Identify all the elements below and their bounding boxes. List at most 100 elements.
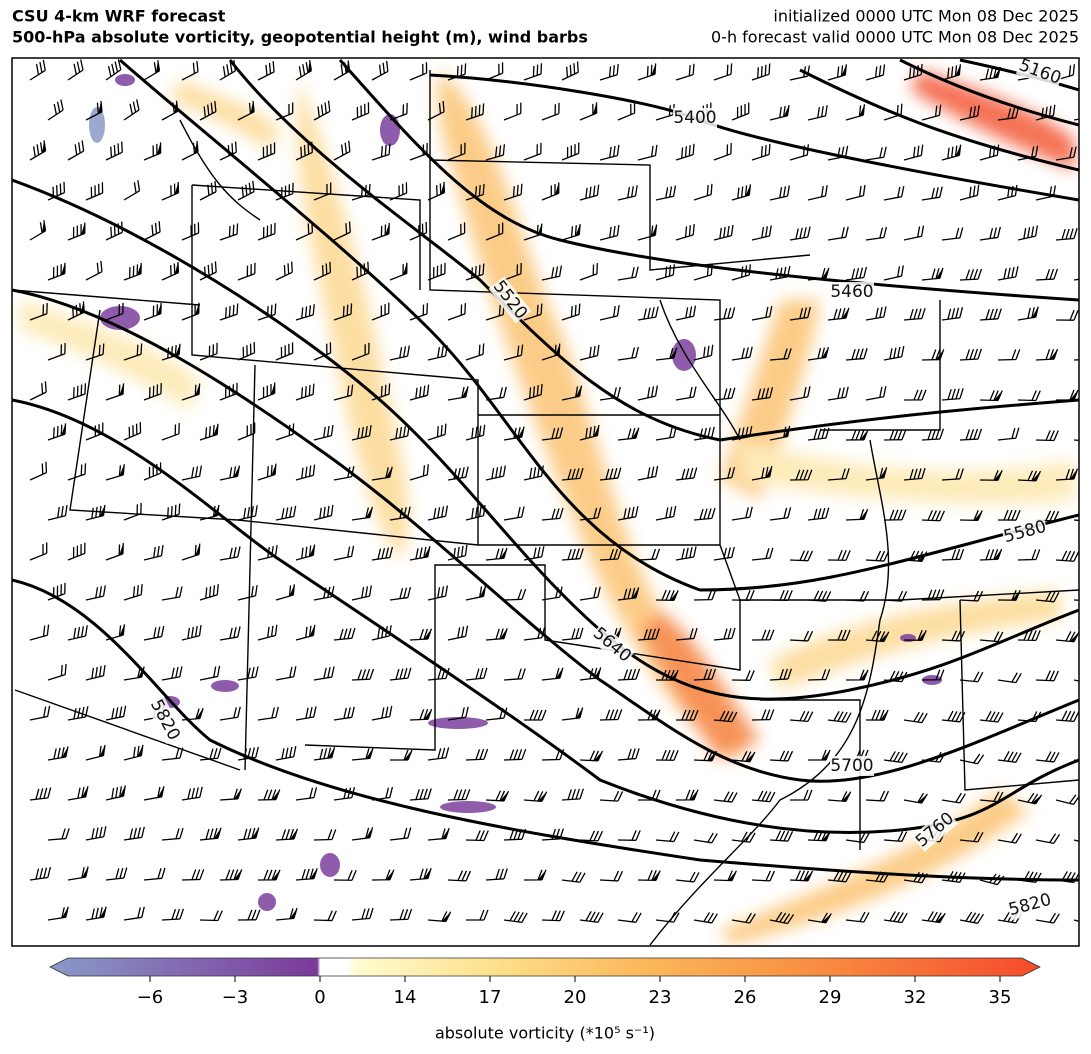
wind-barb xyxy=(237,180,255,201)
wind-barb xyxy=(295,464,316,481)
wind-barb xyxy=(579,507,602,521)
wind-barb-flag xyxy=(99,744,105,757)
wind-barb xyxy=(769,911,795,925)
wind-barb xyxy=(295,544,316,561)
wind-barb-flag xyxy=(194,141,199,154)
wind-barb xyxy=(1055,309,1079,321)
wind-barb xyxy=(29,866,52,881)
wind-barb xyxy=(389,908,413,921)
colorbar-tick-label: −6 xyxy=(137,987,164,1008)
wind-barb xyxy=(693,507,716,521)
wind-barb xyxy=(1017,629,1041,641)
wind-barb-flag xyxy=(1011,590,1021,601)
wind-barb xyxy=(389,827,412,841)
wind-barb xyxy=(675,386,697,401)
wind-barb xyxy=(751,387,774,401)
wind-barb xyxy=(275,102,294,121)
wind-barb xyxy=(865,709,889,721)
wind-barb xyxy=(561,871,586,883)
wind-barb xyxy=(181,786,203,801)
wind-barb xyxy=(523,303,543,321)
wind-barb xyxy=(199,665,221,681)
wind-barb xyxy=(579,750,604,762)
wind-barb xyxy=(883,185,905,201)
wind-barb xyxy=(789,630,814,642)
wind-barb xyxy=(807,830,831,842)
wind-barb xyxy=(845,184,866,201)
wind-barb-flag xyxy=(98,101,102,114)
wind-barb xyxy=(313,261,332,281)
contour-label-bg xyxy=(911,808,959,852)
wind-barb xyxy=(447,222,466,241)
wind-barb-flag xyxy=(499,791,509,801)
wind-barb xyxy=(997,509,1021,521)
wind-barb xyxy=(447,303,466,321)
wind-barb xyxy=(845,911,870,923)
wind-barb-flag xyxy=(440,181,445,195)
vorticity-shading xyxy=(20,70,1075,945)
wind-barb xyxy=(257,706,279,721)
wind-barb xyxy=(409,62,428,81)
wind-barb xyxy=(29,302,48,321)
wind-barb xyxy=(561,303,581,321)
wind-barb xyxy=(257,303,277,321)
wind-barb xyxy=(275,342,294,361)
wind-barb xyxy=(123,422,142,441)
wind-barb xyxy=(447,789,471,801)
wind-barb xyxy=(199,910,223,922)
wind-barb xyxy=(313,666,335,681)
wind-barb xyxy=(807,669,831,681)
wind-barb xyxy=(941,630,966,642)
wind-barb xyxy=(903,308,926,321)
wind-barb xyxy=(579,184,600,201)
wind-barb xyxy=(769,830,794,842)
wind-barb xyxy=(997,266,1019,281)
wind-barb xyxy=(883,590,908,602)
wind-barb-flag xyxy=(935,267,943,279)
wind-barb xyxy=(769,750,794,762)
wind-barb xyxy=(789,469,813,481)
wind-barb xyxy=(883,265,904,281)
wind-barb-flag xyxy=(233,465,240,478)
wind-barb xyxy=(503,911,528,924)
wind-barb xyxy=(465,748,489,761)
wind-barb xyxy=(827,226,849,241)
wind-barb-flag xyxy=(403,750,413,761)
wind-barb xyxy=(675,224,695,241)
wind-barb xyxy=(997,349,1021,361)
wind-barb xyxy=(827,870,852,883)
wind-barb-flag xyxy=(42,220,46,233)
wind-barb xyxy=(751,143,771,161)
wind-barb xyxy=(219,303,239,321)
wind-barb xyxy=(313,424,334,441)
wind-barb xyxy=(1055,228,1078,241)
wind-barb xyxy=(503,668,526,681)
wind-barb xyxy=(769,507,792,521)
wind-barb xyxy=(503,506,525,521)
contour-label: 5400 xyxy=(673,108,716,128)
wind-barb xyxy=(143,221,161,241)
wind-barb xyxy=(599,305,620,321)
wind-barb xyxy=(351,907,374,921)
wind-barb xyxy=(351,342,370,361)
wind-barb xyxy=(523,709,547,721)
wind-barb xyxy=(85,585,106,601)
contour-label-bg xyxy=(488,276,532,324)
wind-barb xyxy=(979,308,1002,321)
wind-barb-flag xyxy=(441,911,451,922)
wind-barb xyxy=(447,142,466,161)
wind-barb xyxy=(85,664,106,681)
wind-barb xyxy=(731,590,755,601)
wind-barb xyxy=(503,588,527,601)
wind-barb xyxy=(29,461,48,481)
colorbar-tick-label: 35 xyxy=(989,987,1012,1008)
wind-barb xyxy=(617,266,639,281)
wind-barb-flag xyxy=(651,870,661,881)
colorbar-tick-label: 32 xyxy=(904,987,927,1008)
wind-barb xyxy=(827,386,849,401)
wind-barb xyxy=(751,709,775,721)
wind-barb xyxy=(637,628,660,641)
wind-barb xyxy=(751,870,776,882)
wind-barb xyxy=(579,667,602,681)
wind-barb xyxy=(883,509,907,521)
